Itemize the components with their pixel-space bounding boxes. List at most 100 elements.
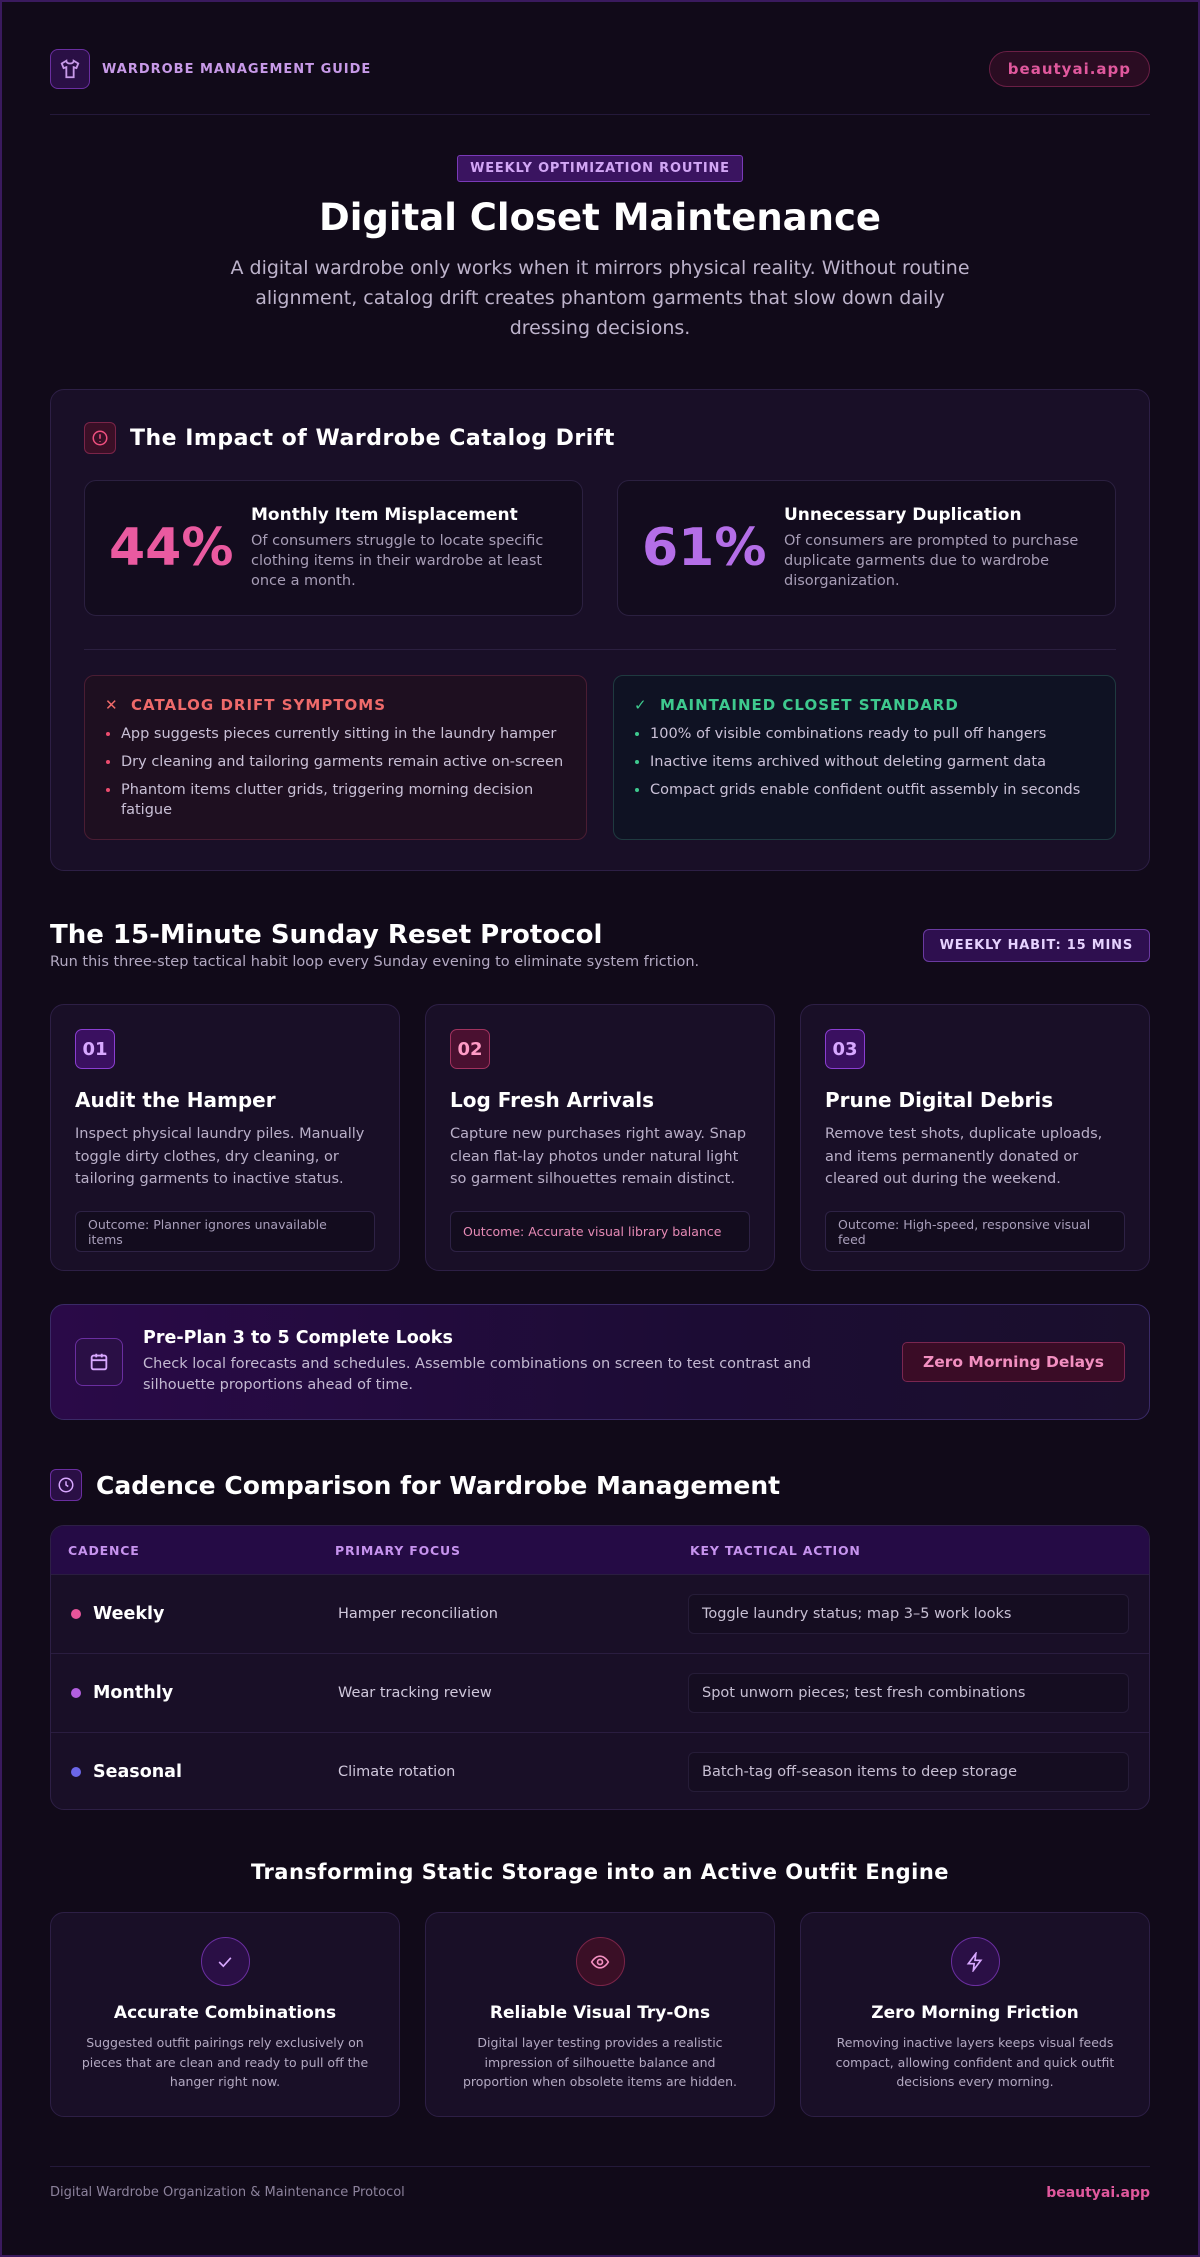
decoration: Weekly bbox=[71, 1604, 338, 1624]
step-card: 01 Audit the Hamper Inspect physical lau… bbox=[50, 1004, 400, 1271]
decoration: Batch-tag off-season items to deep stora… bbox=[688, 1752, 1129, 1792]
benefit-card: Zero Morning Friction Removing inactive … bbox=[800, 1912, 1150, 2117]
column-header: KEY TACTICAL ACTION bbox=[690, 1542, 861, 1558]
clock-icon bbox=[50, 1469, 82, 1501]
decoration: Pre-Plan 3 to 5 Complete Looks Check loca… bbox=[143, 1328, 863, 1396]
cadence-heading: Cadence Comparison for Wardrobe Manageme… bbox=[50, 1469, 1150, 1501]
step-title: Prune Digital Debris bbox=[825, 1088, 1054, 1112]
standard-item: Inactive items archived without deleting… bbox=[650, 752, 1095, 772]
calendar-icon bbox=[75, 1338, 123, 1386]
cadence-dot bbox=[71, 1767, 81, 1777]
preplan-title: Pre-Plan 3 to 5 Complete Looks bbox=[143, 1328, 453, 1348]
shirt-icon bbox=[60, 59, 80, 79]
brand-icon bbox=[50, 49, 90, 89]
protocol-title: The 15-Minute Sunday Reset Protocol bbox=[50, 920, 603, 950]
decoration bbox=[92, 430, 108, 446]
focus-cell: Climate rotation bbox=[338, 1764, 456, 1780]
benefit-text: Suggested outfit pairings rely exclusive… bbox=[81, 2035, 369, 2089]
benefits: Accurate Combinations Suggested outfit p… bbox=[50, 1912, 1150, 2117]
decoration: Toggle laundry status; map 3–5 work look… bbox=[688, 1594, 1129, 1634]
impact-card: The Impact of Wardrobe Catalog Drift 44%… bbox=[50, 389, 1150, 871]
brand: WARDROBE MANAGEMENT GUIDE bbox=[50, 49, 371, 89]
standard-box: ✓ MAINTAINED CLOSET STANDARD 100% of vis… bbox=[613, 675, 1116, 840]
decoration bbox=[90, 1354, 108, 1371]
decoration: Monthly Item Misplacement Of consumers st… bbox=[251, 505, 558, 591]
benefit-text: Removing inactive layers keeps visual fe… bbox=[835, 2035, 1115, 2089]
check-icon bbox=[200, 1937, 250, 1986]
benefits-title: Transforming Static Storage into an Acti… bbox=[250, 1860, 950, 1884]
header: WARDROBE MANAGEMENT GUIDE beautyai.app bbox=[50, 49, 1150, 89]
table-row: Monthly Wear tracking review Spot unworn… bbox=[51, 1653, 1149, 1732]
focus-cell: Hamper reconciliation bbox=[338, 1606, 498, 1622]
standard-item: 100% of visible combinations ready to pu… bbox=[650, 724, 1095, 744]
action-cell: Toggle laundry status; map 3–5 work look… bbox=[688, 1594, 1129, 1634]
decoration bbox=[65, 1481, 69, 1488]
stat-title: Unnecessary Duplication bbox=[784, 505, 1022, 525]
stat-text: Of consumers struggle to locate specific… bbox=[251, 533, 544, 589]
cadence-cell: Seasonal bbox=[93, 1762, 182, 1782]
eye-icon bbox=[575, 1937, 625, 1986]
decoration: Spot unworn pieces; test fresh combinati… bbox=[688, 1673, 1129, 1713]
step-title: Audit the Hamper bbox=[75, 1088, 276, 1112]
decoration: Monthly bbox=[71, 1683, 338, 1703]
table-row: Seasonal Climate rotation Batch-tag off-… bbox=[51, 1732, 1149, 1809]
decoration bbox=[91, 1353, 107, 1362]
stat-value: 61% bbox=[642, 518, 767, 578]
focus-cell: Wear tracking review bbox=[338, 1685, 492, 1701]
symptom: App suggests pieces currently sitting in… bbox=[121, 724, 566, 744]
cadence-table: CADENCE PRIMARY FOCUS KEY TACTICAL ACTIO… bbox=[50, 1525, 1150, 1810]
preplan-button[interactable]: Zero Morning Delays bbox=[901, 1342, 1125, 1382]
standard-title-text: MAINTAINED CLOSET STANDARD bbox=[660, 696, 959, 714]
hero-title: Digital Closet Maintenance bbox=[319, 196, 881, 239]
decoration bbox=[58, 1477, 74, 1493]
header-divider bbox=[50, 114, 1150, 115]
comparison: ✕ CATALOG DRIFT SYMPTOMS App suggests pi… bbox=[84, 675, 1116, 840]
site-link[interactable]: beautyai.app bbox=[988, 51, 1150, 87]
step-title: Log Fresh Arrivals bbox=[450, 1088, 655, 1112]
habit-badge: WEEKLY HABIT: 15 MINS bbox=[922, 928, 1150, 962]
symptoms-title: ✕ CATALOG DRIFT SYMPTOMS bbox=[105, 696, 387, 714]
bolt-icon bbox=[950, 1937, 1000, 1986]
standard-list: 100% of visible combinations ready to pu… bbox=[634, 724, 1095, 800]
alert-icon bbox=[84, 422, 116, 454]
decoration bbox=[58, 1477, 74, 1493]
symptom: Phantom items clutter grids, triggering … bbox=[121, 780, 566, 820]
cadence-dot bbox=[71, 1688, 81, 1698]
protocol-header: The 15-Minute Sunday Reset Protocol Run t… bbox=[50, 920, 1150, 970]
cadence-title: Cadence Comparison for Wardrobe Manageme… bbox=[96, 1470, 781, 1500]
step-number: 03 bbox=[825, 1029, 865, 1069]
hero-subtitle: A digital wardrobe only works when it mi… bbox=[230, 257, 970, 339]
decoration bbox=[590, 1954, 610, 1969]
action-cell: Batch-tag off-season items to deep stora… bbox=[688, 1752, 1129, 1792]
symptoms-box: ✕ CATALOG DRIFT SYMPTOMS App suggests pi… bbox=[84, 675, 587, 840]
benefit-card: Accurate Combinations Suggested outfit p… bbox=[50, 1912, 400, 2117]
benefit-title: Reliable Visual Try-Ons bbox=[489, 2003, 711, 2023]
decoration bbox=[966, 1951, 983, 1972]
step-outcome: Outcome: Accurate visual library balance bbox=[450, 1211, 750, 1252]
footer: Digital Wardrobe Organization & Maintena… bbox=[50, 2185, 1150, 2201]
decoration bbox=[60, 59, 80, 79]
stat-card: 44% Monthly Item Misplacement Of consumer… bbox=[84, 480, 583, 616]
step-number: 02 bbox=[450, 1029, 490, 1069]
step-card: 02 Log Fresh Arrivals Capture new purcha… bbox=[425, 1004, 775, 1271]
symptoms-list: App suggests pieces currently sitting in… bbox=[105, 724, 566, 820]
impact-heading: The Impact of Wardrobe Catalog Drift bbox=[84, 422, 1116, 454]
decoration bbox=[218, 1956, 232, 1967]
step-text: Capture new purchases right away. Snap c… bbox=[450, 1126, 747, 1187]
action-cell: Spot unworn pieces; test fresh combinati… bbox=[688, 1673, 1129, 1713]
column-header: CADENCE bbox=[68, 1542, 140, 1558]
decoration bbox=[92, 430, 108, 446]
protocol-subtitle: Run this three-step tactical habit loop … bbox=[50, 954, 700, 970]
decoration bbox=[590, 1954, 610, 1969]
footer-site[interactable]: beautyai.app bbox=[1046, 2185, 1150, 2201]
step-text: Remove test shots, duplicate uploads, an… bbox=[825, 1126, 1103, 1187]
stat-value: 44% bbox=[109, 518, 234, 578]
steps: 01 Audit the Hamper Inspect physical lau… bbox=[50, 1004, 1150, 1271]
symptoms-title-text: CATALOG DRIFT SYMPTOMS bbox=[131, 696, 387, 714]
step-outcome: Outcome: High-speed, responsive visual f… bbox=[825, 1211, 1125, 1252]
footer-divider bbox=[50, 2166, 1150, 2167]
brand-label: WARDROBE MANAGEMENT GUIDE bbox=[102, 61, 372, 77]
decoration bbox=[596, 1958, 604, 1965]
